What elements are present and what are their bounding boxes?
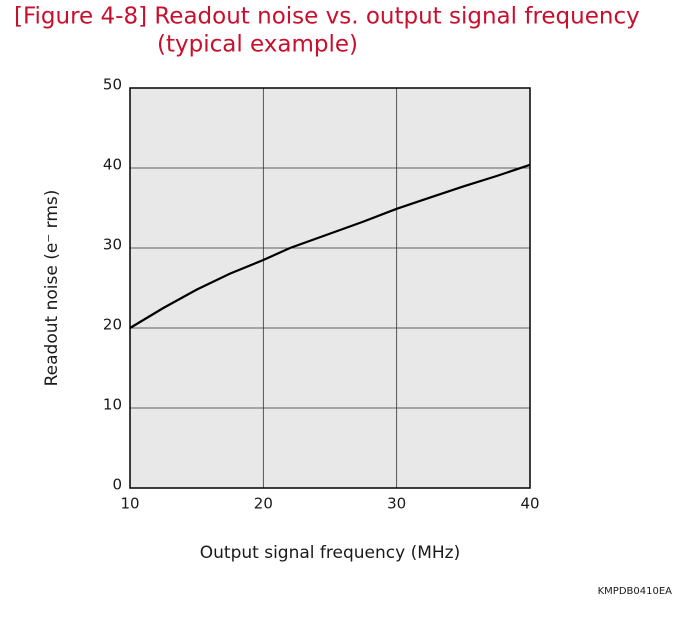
y-tick-label: 30 — [103, 236, 122, 254]
x-tick-label: 20 — [254, 495, 273, 513]
x-tick-label: 30 — [387, 495, 406, 513]
data-line — [129, 163, 531, 329]
y-tick-label: 10 — [103, 396, 122, 414]
y-tick-label: 0 — [112, 476, 122, 494]
x-axis-label: Output signal frequency (MHz) — [200, 543, 460, 563]
x-tick-label: 10 — [120, 495, 139, 513]
x-tick-label: 40 — [520, 495, 539, 513]
y-tick-label: 20 — [103, 316, 122, 334]
footnote: KMPDB0410EA — [598, 586, 673, 597]
plot-area — [130, 88, 530, 488]
chart-subtitle: (typical example) — [157, 32, 358, 58]
y-tick-label: 40 — [103, 156, 122, 174]
y-axis-label: Readout noise (e⁻ rms) — [42, 190, 62, 387]
plot-frame — [129, 87, 531, 489]
y-tick-label: 50 — [103, 76, 122, 94]
chart-title: [Figure 4-8] Readout noise vs. output si… — [14, 4, 640, 30]
